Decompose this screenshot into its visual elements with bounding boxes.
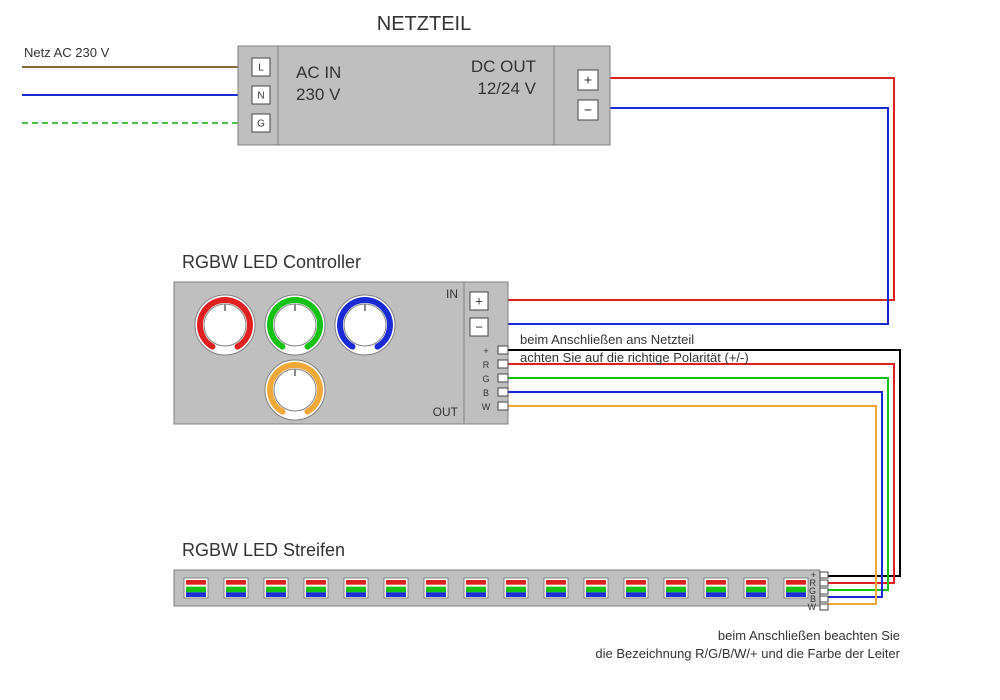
terminal-label: L xyxy=(258,63,264,74)
terminal-label: N xyxy=(257,91,264,102)
output-pad-label: R xyxy=(483,360,490,370)
dc-out-label: DC OUT xyxy=(471,57,536,76)
dc-out-voltage: 12/24 V xyxy=(477,79,536,98)
strip-pad-label: W xyxy=(808,602,817,612)
wire xyxy=(508,350,900,576)
terminal-label: + xyxy=(475,293,483,308)
output-pad xyxy=(498,374,508,382)
output-pad-label: W xyxy=(482,402,491,412)
wiring-diagram: NETZTEIL L N G AC IN 230 V DC OUT 12/24 V + − Netz… xyxy=(0,0,1000,700)
ac-in-voltage: 230 V xyxy=(296,85,341,104)
strip-note: die Bezeichnung R/G/B/W/+ und die Farbe … xyxy=(595,646,900,661)
output-pad xyxy=(498,346,508,354)
strip-pad xyxy=(820,604,828,610)
strip-note: beim Anschließen beachten Sie xyxy=(718,628,900,643)
strip-pad xyxy=(820,572,828,578)
ac-in-label: AC IN xyxy=(296,63,341,82)
strip-title: RGBW LED Streifen xyxy=(182,540,345,560)
strip-pad xyxy=(820,580,828,586)
wire xyxy=(508,392,882,597)
output-pad xyxy=(498,360,508,368)
output-pad xyxy=(498,388,508,396)
terminal-label: − xyxy=(584,102,592,118)
polarity-note: beim Anschließen ans Netzteil xyxy=(520,332,694,347)
polarity-note: achten Sie auf die richtige Polarität (+… xyxy=(520,350,749,365)
output-pad-label: B xyxy=(483,388,489,398)
terminal-label: − xyxy=(475,319,483,334)
terminal-label: G xyxy=(257,119,265,130)
output-pad-label: + xyxy=(483,346,488,356)
controller-title: RGBW LED Controller xyxy=(182,252,361,272)
strip-pad xyxy=(820,588,828,594)
output-pad xyxy=(498,402,508,410)
wire xyxy=(508,364,894,583)
out-label: OUT xyxy=(433,405,459,419)
in-label: IN xyxy=(446,287,458,301)
output-pad-label: G xyxy=(482,374,489,384)
terminal-label: + xyxy=(584,72,592,88)
psu-title: NETZTEIL xyxy=(377,13,471,35)
wire xyxy=(508,378,888,590)
mains-label: Netz AC 230 V xyxy=(24,45,110,60)
strip-pad xyxy=(820,596,828,602)
